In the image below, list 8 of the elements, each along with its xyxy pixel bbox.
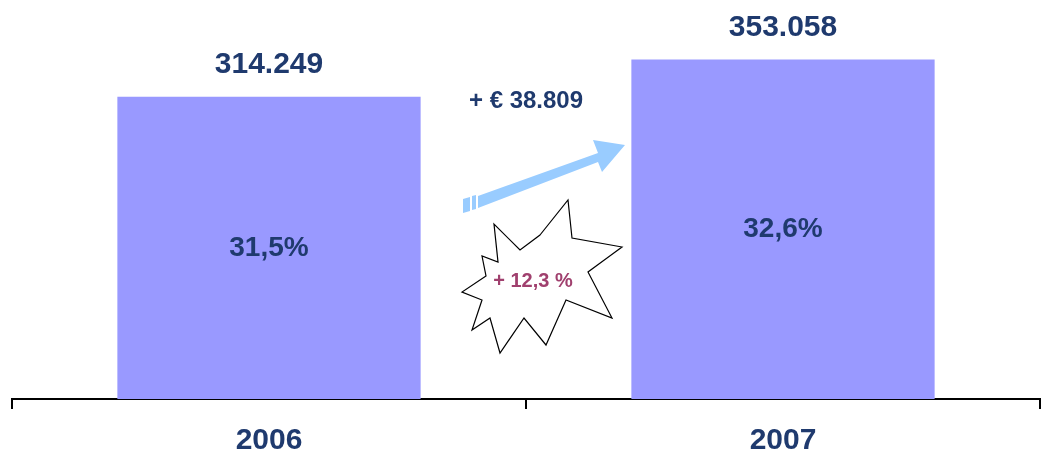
x-tick-label: 2007 <box>749 422 817 456</box>
annotation: + 12,3 % <box>493 268 573 291</box>
annotation: + € 38.809 <box>468 85 584 113</box>
data-label: 314.249 <box>214 46 324 80</box>
annotation: 32,6% <box>743 211 823 243</box>
annotation: 31,5% <box>229 230 309 262</box>
data-label: 353.058 <box>728 8 838 42</box>
x-tick-label: 2006 <box>235 422 303 456</box>
